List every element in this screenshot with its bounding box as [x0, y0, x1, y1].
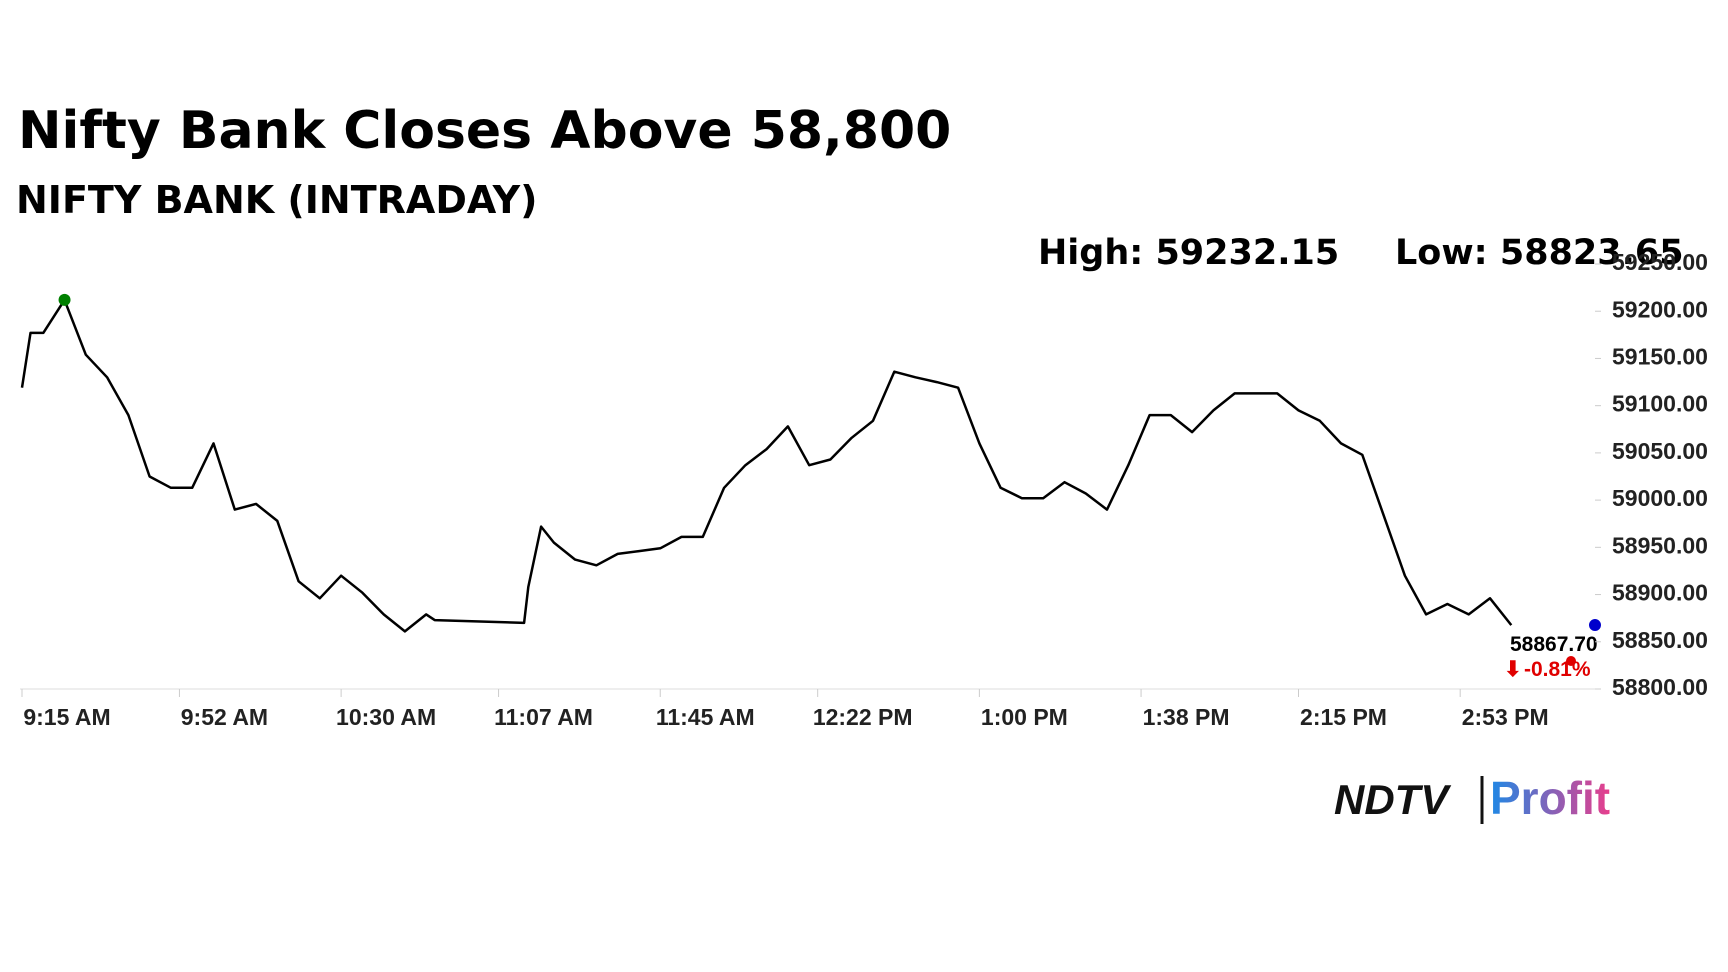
chart-title: Nifty Bank Closes Above 58,800: [18, 101, 951, 161]
x-tick-label: 12:22 PM: [813, 704, 913, 730]
y-tick-label: 59250.00: [1612, 249, 1708, 275]
chart-subtitle: NIFTY BANK (INTRADAY): [16, 178, 538, 222]
high-marker: [58, 293, 71, 306]
y-tick-label: 58800.00: [1612, 674, 1708, 700]
x-tick-label: 11:45 AM: [656, 704, 755, 730]
price-line: [20, 298, 1513, 633]
low-label: Low: 58823.65: [1395, 233, 1684, 273]
y-tick-label: 59000.00: [1612, 485, 1708, 511]
y-tick-label: 58950.00: [1612, 532, 1708, 558]
x-tick-label: 9:52 AM: [181, 704, 268, 730]
x-tick-label: 10:30 AM: [336, 704, 436, 730]
last-marker: [1589, 619, 1601, 632]
y-tick-label: 58850.00: [1612, 627, 1708, 653]
x-tick-label: 1:38 PM: [1143, 704, 1230, 730]
change-marker: [1566, 656, 1576, 666]
x-tick-label: 2:53 PM: [1462, 704, 1549, 730]
x-tick-label: 9:15 AM: [23, 704, 110, 730]
y-tick-label: 59150.00: [1612, 344, 1708, 370]
y-tick-label: 58900.00: [1612, 580, 1708, 606]
x-tick-label: 1:00 PM: [981, 704, 1068, 730]
y-tick-label: 59100.00: [1612, 391, 1708, 417]
y-tick-label: 59200.00: [1612, 296, 1708, 322]
change-value: -0.81%: [1524, 658, 1591, 681]
high-label: High: 59232.15: [1038, 233, 1339, 273]
x-tick-label: 2:15 PM: [1300, 704, 1387, 730]
x-tick-label: 11:07 AM: [494, 704, 593, 730]
last-value: 58867.70: [1510, 633, 1598, 656]
change-arrow: ⬇: [1504, 658, 1522, 681]
brand-ndtv: NDTV: [1334, 776, 1451, 823]
brand-profit: Profit: [1490, 772, 1610, 824]
y-tick-label: 59050.00: [1612, 438, 1708, 464]
